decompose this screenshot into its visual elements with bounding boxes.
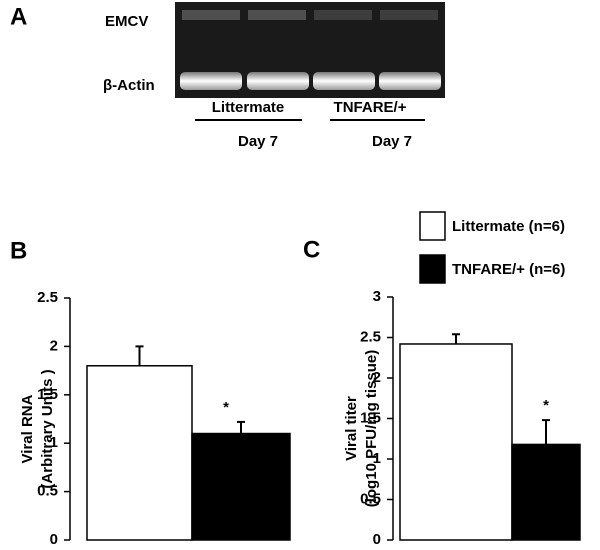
y-tick-label: 2.5	[360, 328, 381, 345]
panel-label: A	[10, 3, 27, 30]
gel-group-label: TNFARE/+	[334, 99, 407, 116]
y-tick-label: 1.5	[37, 386, 58, 403]
gel-group-sub: Day 7	[238, 133, 278, 150]
y-tick-label: 1	[373, 450, 381, 467]
panel-label: B	[10, 237, 27, 264]
gel-group-sub: Day 7	[372, 133, 412, 150]
y-tick-label: 0.5	[37, 483, 58, 500]
y-axis-label: (log10 PFU/mg tissue)	[363, 350, 380, 508]
y-tick-label: 0.5	[360, 490, 381, 507]
y-tick-label: 0	[373, 531, 381, 548]
panel-label: C	[303, 236, 320, 263]
annotation: *	[223, 399, 229, 416]
gel-row-label: β-Actin	[103, 77, 155, 94]
y-tick-label: 2	[373, 369, 381, 386]
gel-group-label: Littermate	[212, 99, 285, 116]
y-tick-label: 1.5	[360, 409, 381, 426]
y-axis-label: Viral titer	[343, 396, 360, 461]
y-tick-label: 0	[50, 531, 58, 548]
annotation: *	[543, 397, 549, 414]
y-tick-label: 1	[50, 434, 58, 451]
y-tick-label: 2	[50, 337, 58, 354]
bar	[399, 343, 513, 541]
y-axis-label: Viral RNA	[19, 394, 36, 463]
bar	[511, 443, 581, 541]
legend-swatch	[419, 254, 446, 284]
bar	[86, 365, 193, 541]
y-tick-label: 3	[373, 288, 381, 305]
bar	[191, 432, 291, 541]
y-axis-label: (Arbitrary Units )	[39, 369, 56, 488]
gel-row-label: EMCV	[105, 13, 148, 30]
legend-label: Littermate (n=6)	[452, 218, 565, 235]
y-tick-label: 2.5	[37, 289, 58, 306]
legend-label: TNFARE/+ (n=6)	[452, 261, 565, 278]
legend-swatch	[419, 211, 446, 241]
gel-lanes	[180, 10, 441, 90]
